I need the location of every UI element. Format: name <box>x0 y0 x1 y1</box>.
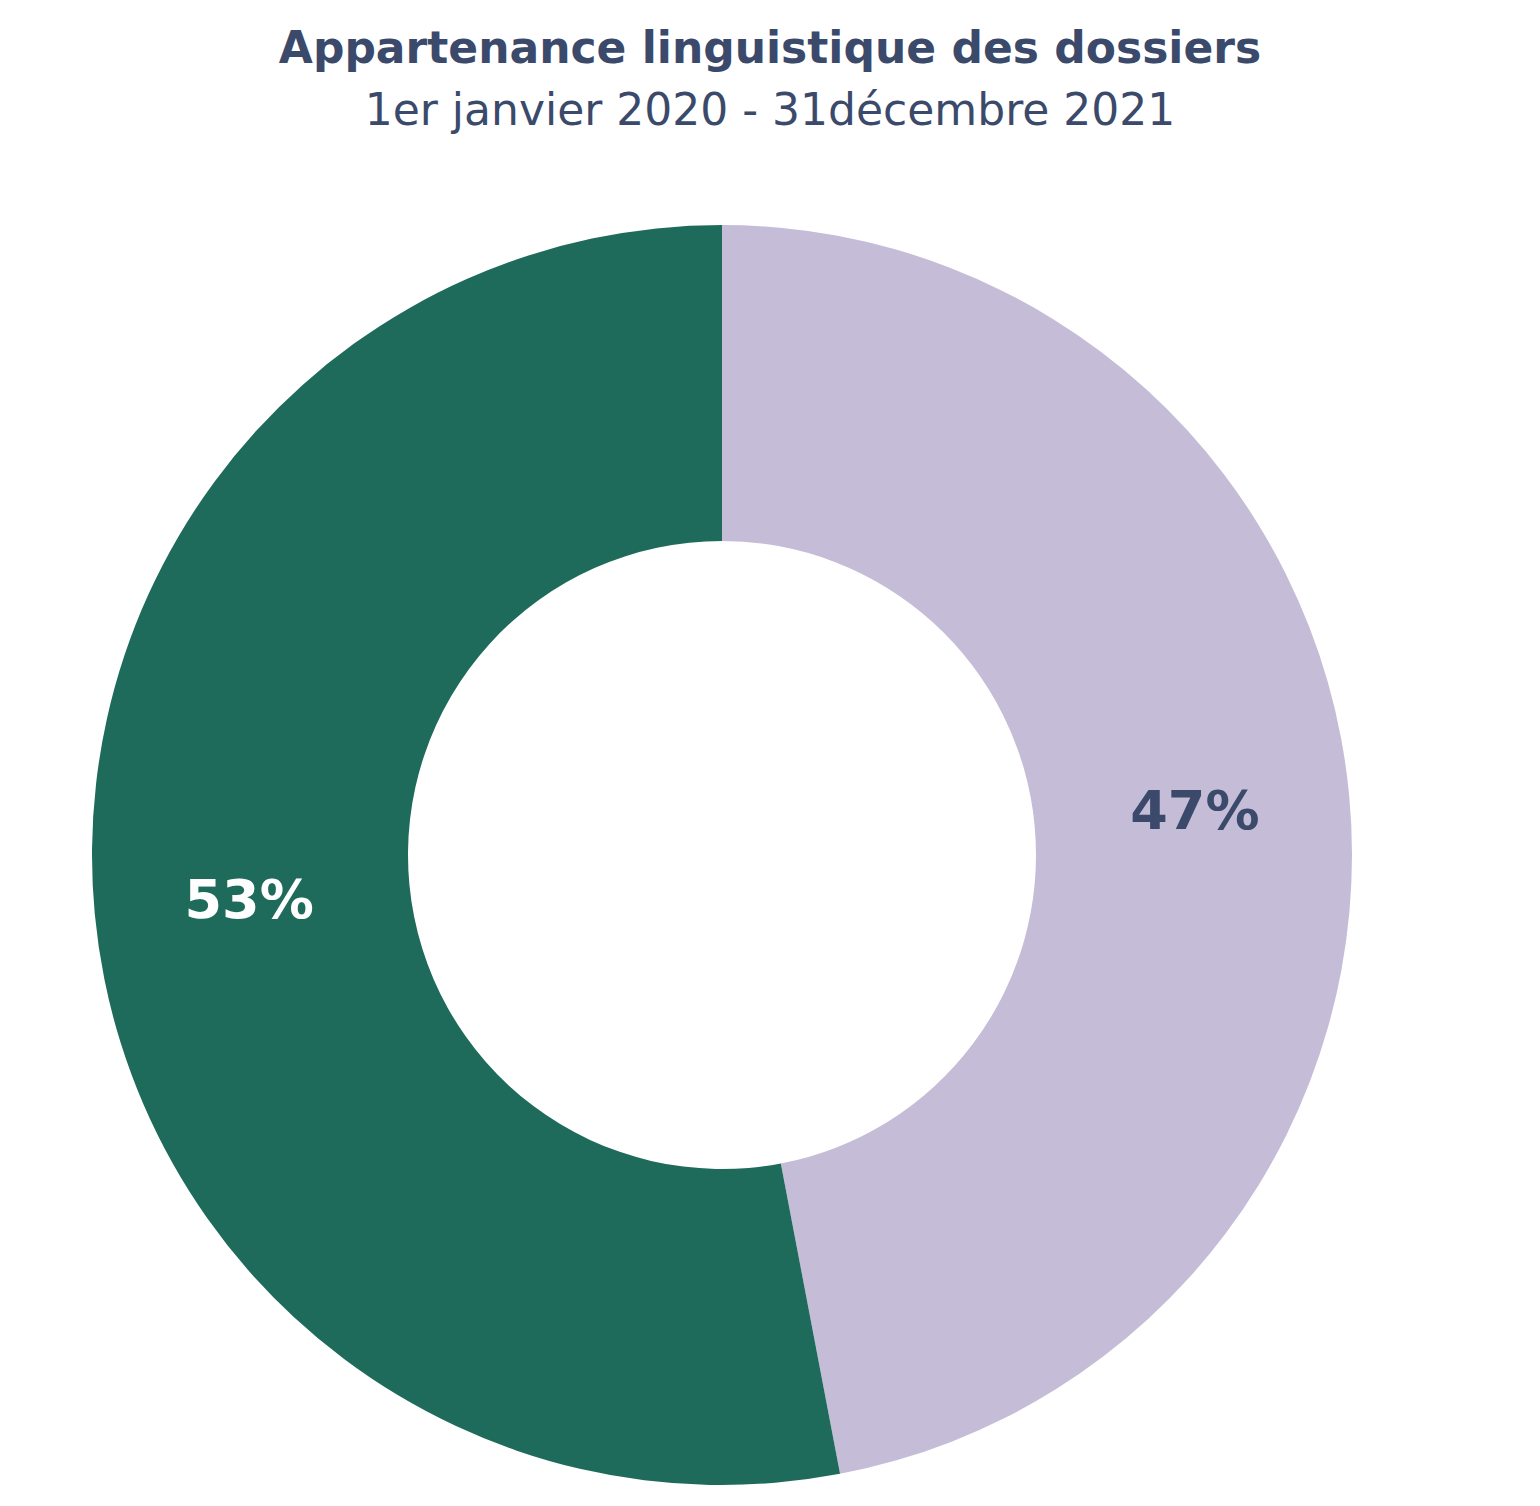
svg-text:1er janvier 2020 - 31décembre: 1er janvier 2020 - 31décembre 2021 <box>365 84 1176 135</box>
svg-text:Appartenance linguistique des: Appartenance linguistique des dossiers <box>279 22 1261 73</box>
svg-text:53%: 53% <box>184 868 313 931</box>
svg-text:47%: 47% <box>1130 779 1259 842</box>
